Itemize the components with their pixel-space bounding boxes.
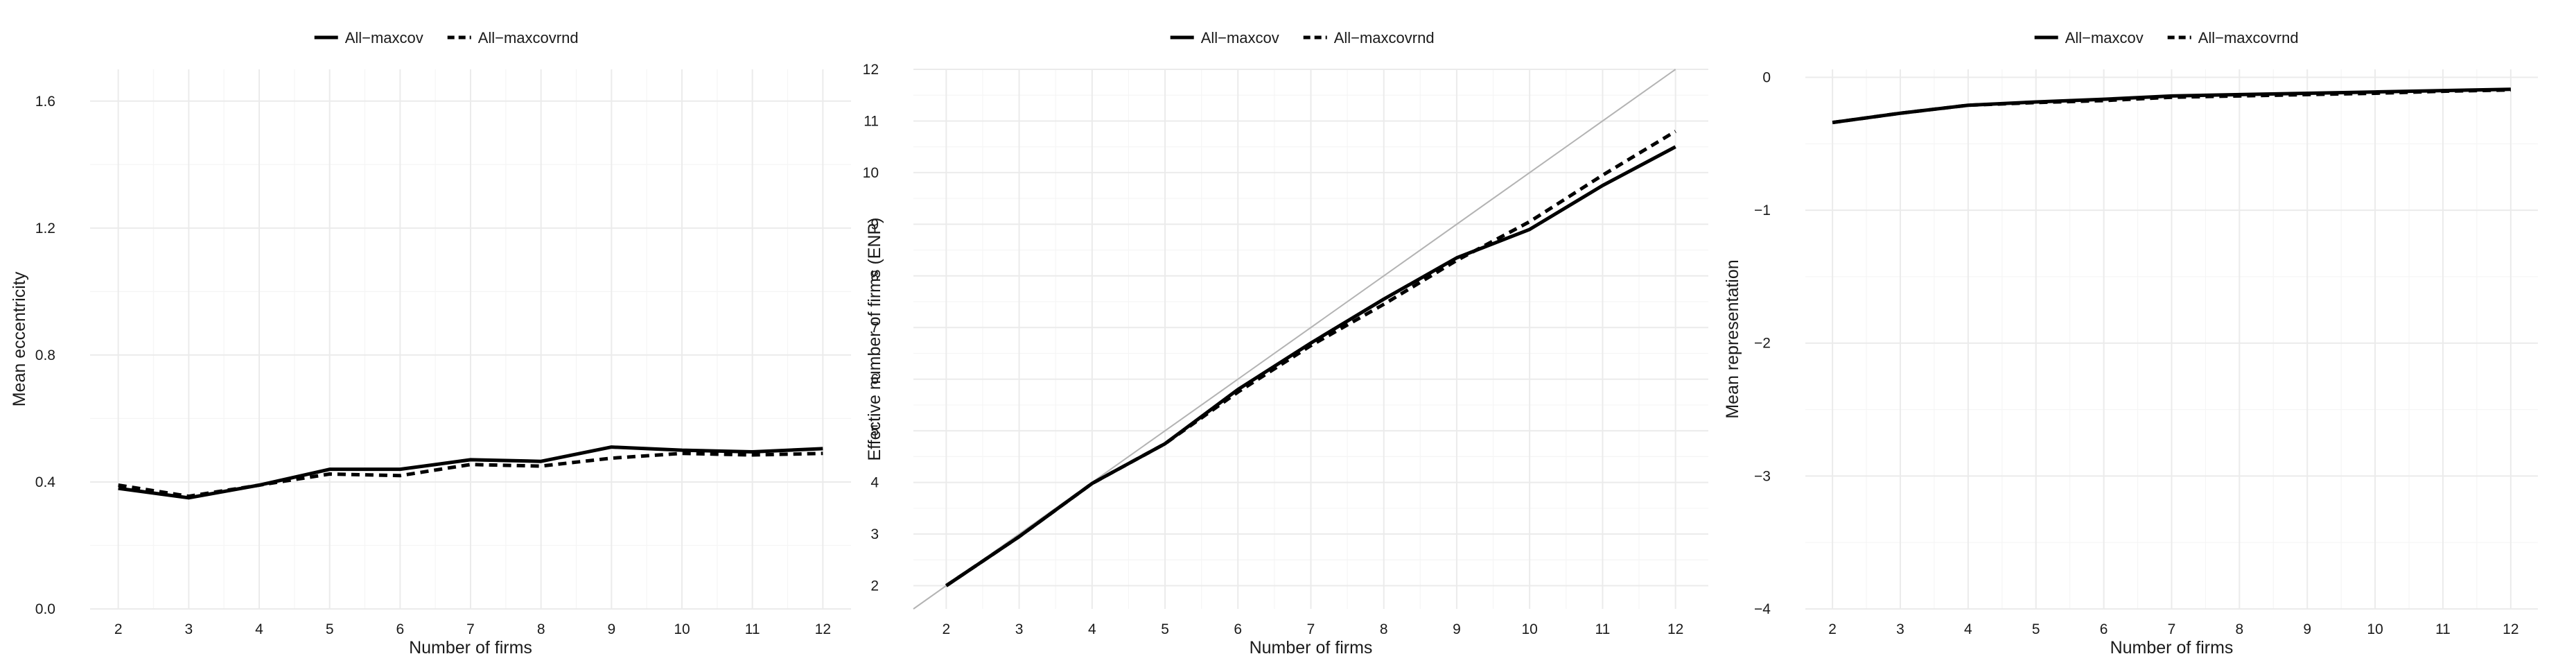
y-tick-label: 11 [864, 113, 879, 129]
x-tick-label: 7 [466, 621, 475, 637]
reference-line [913, 69, 1676, 610]
x-tick-label: 2 [1828, 621, 1837, 637]
eccentricity-panel: 2 3 4 5 6 7 8 9 10 11 12 0.0 0.4 0.8 1.2 1.6 Number of f… [10, 29, 851, 654]
y-tick-label: 5 [870, 423, 879, 439]
y-tick-label: 0.0 [35, 601, 55, 617]
x-tick-label: 12 [2503, 621, 2518, 637]
x-tick-label: 7 [2168, 621, 2176, 637]
series-line-maxcov [945, 145, 1676, 587]
legend: All−maxcov All−maxcovrnd [314, 29, 579, 46]
representation-panel: 2 3 4 5 6 7 8 9 10 11 12 −4 −3 −2 −1 0 Number of firms Me… [1723, 29, 2538, 654]
enp-panel: 2 3 4 5 6 7 8 9 10 11 12 2 3 4 5 6 7 8 9 10 11 12 Number of fi… [863, 29, 1708, 654]
y-axis-title: Mean eccentricity [10, 271, 29, 406]
x-tick-label: 12 [815, 621, 831, 637]
x-tick-label: 5 [1161, 621, 1169, 637]
x-tick-label: 9 [607, 621, 615, 637]
x-tick-label: 6 [396, 621, 404, 637]
x-tick-label: 10 [2367, 621, 2383, 637]
x-tick-label: 9 [2303, 621, 2311, 637]
x-tick-label: 7 [1307, 621, 1315, 637]
y-tick-label: 4 [870, 475, 879, 491]
y-tick-label: 0.8 [35, 347, 55, 363]
y-tick-label: 2 [870, 578, 879, 594]
x-tick-label: 10 [674, 621, 690, 637]
y-tick-label: −3 [1754, 468, 1771, 484]
y-tick-label: 8 [870, 268, 879, 284]
series-line-maxcovrnd [118, 451, 823, 499]
y-tick-label: 7 [870, 320, 879, 336]
y-axis-title: Effective number of firms (ENP) [865, 217, 884, 461]
legend-label: All−maxcovrnd [1334, 29, 1435, 46]
x-tick-label: 6 [2100, 621, 2108, 637]
x-tick-label: 4 [1088, 621, 1096, 637]
y-tick-label: 1.6 [35, 94, 55, 110]
x-tick-label: 9 [1453, 621, 1461, 637]
x-tick-label: 3 [184, 621, 193, 637]
x-tick-label: 2 [114, 621, 123, 637]
series-line-maxcovrnd [1832, 88, 2511, 125]
x-axis-title: Number of firms [409, 638, 532, 654]
x-tick-label: 3 [1896, 621, 1904, 637]
x-tick-label: 11 [2435, 621, 2451, 637]
x-tick-label: 11 [745, 621, 760, 637]
x-tick-label: 5 [2032, 621, 2040, 637]
legend-label: All−maxcov [2065, 29, 2144, 46]
grid [90, 69, 851, 610]
y-tick-label: 1.2 [35, 221, 55, 236]
x-tick-label: 8 [1380, 621, 1388, 637]
legend-label: All−maxcov [1201, 29, 1279, 46]
y-tick-label: 6 [870, 372, 879, 388]
x-axis-title: Number of firms [1250, 638, 1373, 654]
grid [913, 69, 1708, 609]
x-axis-title: Number of firms [2110, 638, 2234, 654]
y-tick-label: 0 [1762, 69, 1771, 85]
x-tick-label: 10 [1522, 621, 1538, 637]
y-tick-label: 12 [863, 62, 879, 78]
legend-label: All−maxcovrnd [2198, 29, 2299, 46]
x-tick-label: 6 [1234, 621, 1242, 637]
grid [1805, 69, 2538, 610]
y-axis-title: Mean representation [1723, 259, 1742, 418]
y-tick-label: 3 [870, 526, 879, 542]
y-tick-label: −1 [1754, 203, 1771, 218]
legend-label: All−maxcov [345, 29, 423, 46]
series-line-maxcovrnd [945, 130, 1676, 587]
x-tick-label: 8 [537, 621, 545, 637]
y-tick-label: 0.4 [35, 474, 56, 490]
x-tick-label: 5 [326, 621, 334, 637]
y-tick-label: −4 [1754, 601, 1771, 617]
x-tick-label: 8 [2236, 621, 2244, 637]
x-tick-label: 2 [943, 621, 951, 637]
x-tick-label: 3 [1015, 621, 1024, 637]
y-tick-label: 9 [870, 216, 879, 232]
y-tick-label: −2 [1754, 336, 1771, 352]
legend: All−maxcov All−maxcovrnd [2034, 29, 2299, 46]
x-tick-label: 11 [1595, 621, 1611, 637]
y-tick-label: 10 [863, 165, 879, 181]
x-tick-label: 12 [1667, 621, 1683, 637]
legend-label: All−maxcovrnd [478, 29, 579, 46]
x-tick-label: 4 [255, 621, 263, 637]
legend: All−maxcov All−maxcovrnd [1170, 29, 1435, 46]
x-tick-label: 4 [1964, 621, 1972, 637]
